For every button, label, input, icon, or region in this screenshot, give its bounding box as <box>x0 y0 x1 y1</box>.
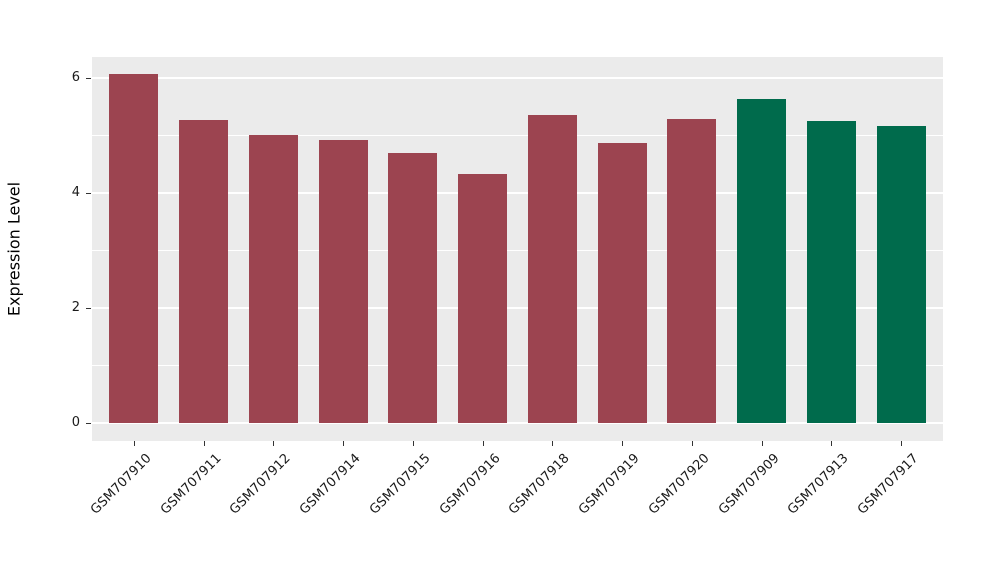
x-tick-mark <box>901 441 903 446</box>
bar-GSM707920 <box>667 118 717 424</box>
x-tick-mark <box>761 441 763 446</box>
x-tick-mark <box>343 441 345 446</box>
bar-GSM707909 <box>737 98 787 424</box>
y-tick-mark <box>86 78 91 80</box>
y-tick-label: 0 <box>71 415 80 431</box>
bar-GSM707917 <box>876 125 926 424</box>
gridline-minor <box>92 365 943 367</box>
gridline-minor <box>92 135 943 137</box>
y-tick-label: 6 <box>71 70 80 86</box>
x-tick-mark <box>482 441 484 446</box>
x-tick-mark <box>203 441 205 446</box>
y-axis: 0 2 4 6 <box>0 57 92 441</box>
x-tick-mark <box>831 441 833 446</box>
bar-GSM707912 <box>248 135 298 424</box>
bar-GSM707911 <box>179 119 229 424</box>
bar-GSM707916 <box>458 174 508 424</box>
y-tick-mark <box>86 423 91 425</box>
x-tick-mark <box>622 441 624 446</box>
x-tick-mark <box>691 441 693 446</box>
x-tick-mark <box>133 441 135 446</box>
gridline-major <box>92 192 943 195</box>
x-tick-mark <box>273 441 275 446</box>
gridline-major <box>92 422 943 425</box>
gridline-major <box>92 307 943 310</box>
y-tick-mark <box>86 193 91 195</box>
y-tick-label: 2 <box>71 300 80 316</box>
bar-GSM707919 <box>597 142 647 424</box>
bar-GSM707915 <box>388 153 438 424</box>
bar-GSM707918 <box>527 115 577 424</box>
x-tick-mark <box>552 441 554 446</box>
gridline-major <box>92 77 943 80</box>
bar-GSM707910 <box>109 73 159 424</box>
y-tick-mark <box>86 308 91 310</box>
bar-GSM707914 <box>318 139 368 424</box>
gridline-minor <box>92 250 943 252</box>
plot-panel <box>92 57 943 441</box>
x-tick-mark <box>412 441 414 446</box>
y-tick-label: 4 <box>71 185 80 201</box>
x-axis: GSM707910 GSM707911 GSM707912 GSM707914 GSM7… <box>88 441 943 580</box>
bar-GSM707913 <box>806 121 856 424</box>
